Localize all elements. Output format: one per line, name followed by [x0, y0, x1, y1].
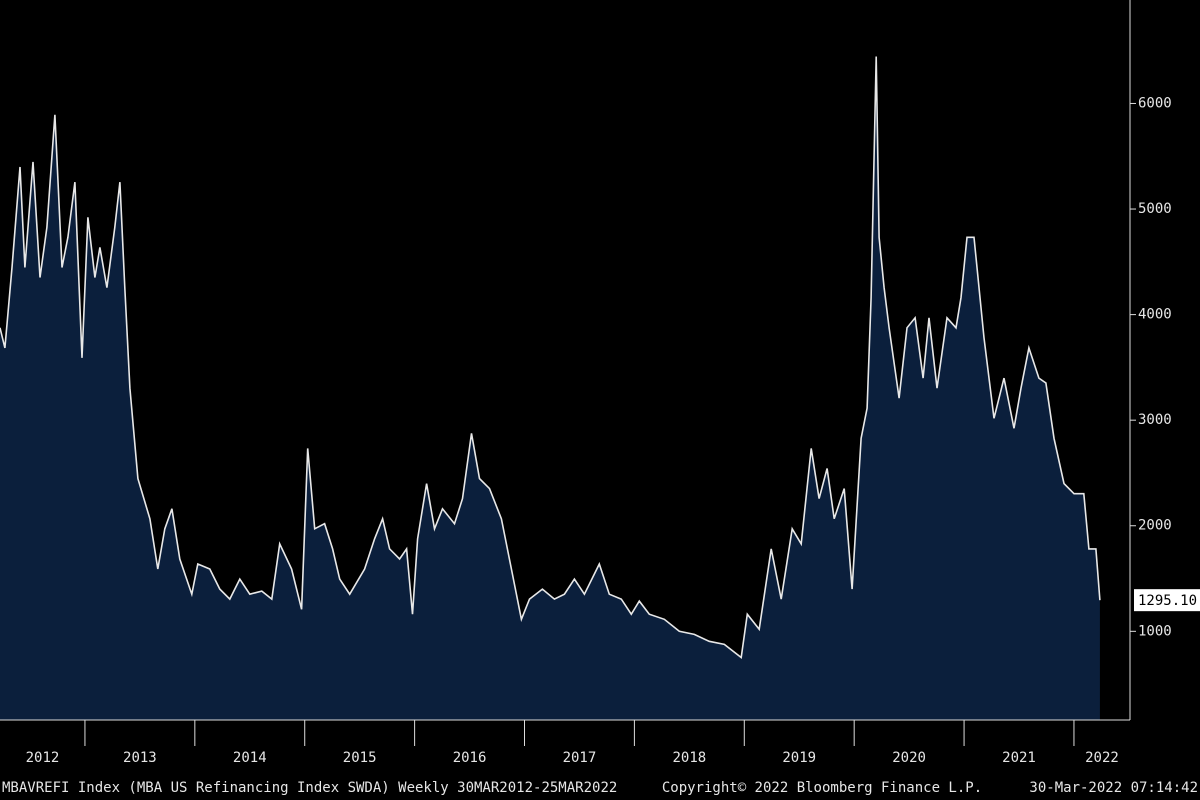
y-tick-label: 4000	[1138, 307, 1172, 323]
last-value-label: 1295.10	[1138, 593, 1197, 609]
footer-right: 30-Mar-2022 07:14:42	[1029, 780, 1198, 796]
x-tick-label: 2015	[343, 750, 377, 766]
last-value-box	[1134, 589, 1200, 612]
y-tick-label: 6000	[1138, 95, 1172, 111]
x-tick-label: 2019	[782, 750, 816, 766]
x-tick-label: 2021	[1002, 750, 1036, 766]
x-tick-label: 2012	[26, 750, 60, 766]
footer-left: MBAVREFI Index (MBA US Refinancing Index…	[2, 780, 617, 796]
x-tick-label: 2017	[563, 750, 597, 766]
x-tick-label: 2013	[123, 750, 157, 766]
y-tick-label: 2000	[1138, 518, 1172, 534]
y-tick-label: 1000	[1138, 623, 1172, 639]
x-tick-label: 2016	[453, 750, 487, 766]
y-tick-label: 5000	[1138, 201, 1172, 217]
x-tick-label: 2014	[233, 750, 267, 766]
x-tick-label: 2018	[672, 750, 706, 766]
y-tick-label: 3000	[1138, 412, 1172, 428]
footer-center: Copyright© 2022 Bloomberg Finance L.P.	[662, 780, 982, 796]
x-tick-label: 2020	[892, 750, 926, 766]
x-tick-label: 2022	[1085, 750, 1119, 766]
line	[0, 56, 1101, 659]
area-fill	[0, 56, 1100, 720]
